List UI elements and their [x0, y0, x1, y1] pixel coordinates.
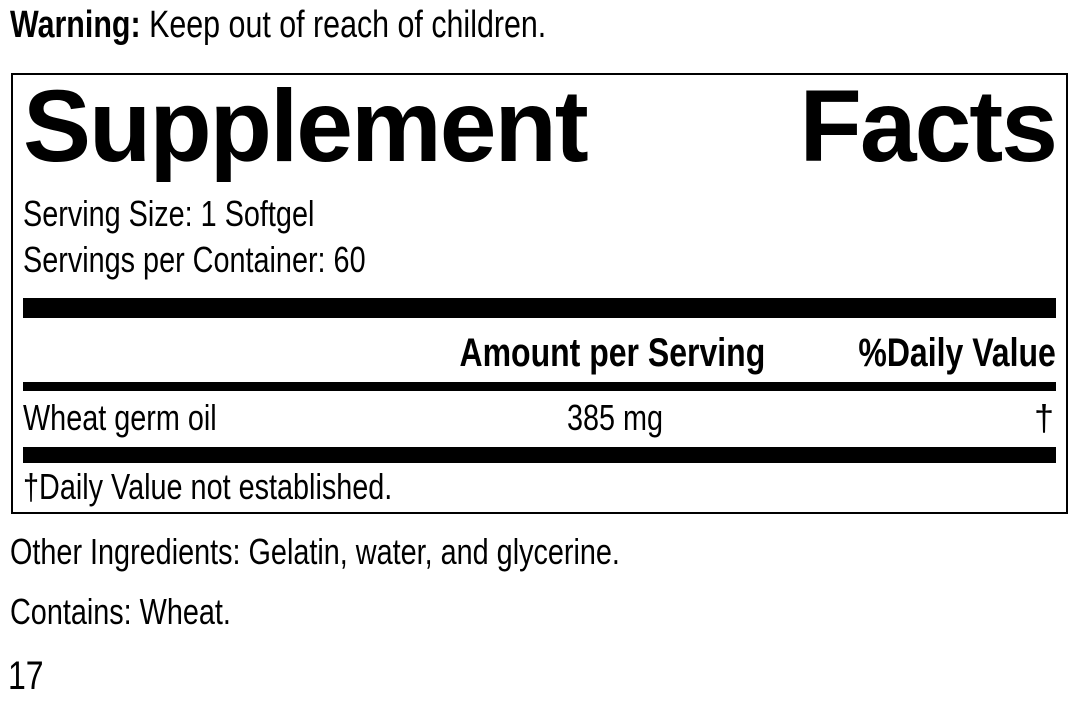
divider-thin-bar — [23, 447, 1056, 463]
page-number: 17 — [8, 654, 44, 698]
divider-medium-bar — [23, 382, 1056, 391]
nutrient-name: Wheat germ oil — [23, 397, 217, 438]
warning-line: Warning: Keep out of reach of children. — [10, 4, 680, 47]
nutrient-amount: 385 mg — [566, 397, 664, 438]
amount-per-serving-header: Amount per Serving — [459, 331, 765, 375]
title-word-facts: Facts — [799, 69, 1058, 183]
daily-value-footnote: †Daily Value not established. — [23, 466, 393, 507]
servings-per-container-line: Servings per Container: 60 — [23, 239, 366, 280]
contains-line: Contains: Wheat. — [10, 591, 231, 632]
daily-value-header: %Daily Value — [858, 331, 1056, 375]
table-row: Wheat germ oil 385 mg † — [23, 391, 1056, 447]
other-ingredients-line: Other Ingredients: Gelatin, water, and g… — [10, 531, 620, 572]
warning-label: Warning: — [10, 4, 141, 46]
divider-thick-bar — [23, 298, 1056, 318]
serving-info: Serving Size: 1 Softgel Servings per Con… — [23, 191, 1056, 283]
supplement-facts-title: Supplement Facts — [23, 69, 1058, 183]
title-word-supplement: Supplement — [23, 69, 589, 183]
supplement-facts-panel: Supplement Facts Serving Size: 1 Softgel… — [11, 73, 1068, 514]
serving-size-line: Serving Size: 1 Softgel — [23, 193, 315, 234]
nutrient-daily-value-dagger: † — [1033, 397, 1054, 438]
column-headers-row: Amount per Serving %Daily Value — [23, 318, 1056, 382]
warning-text: Keep out of reach of children. — [149, 4, 547, 46]
